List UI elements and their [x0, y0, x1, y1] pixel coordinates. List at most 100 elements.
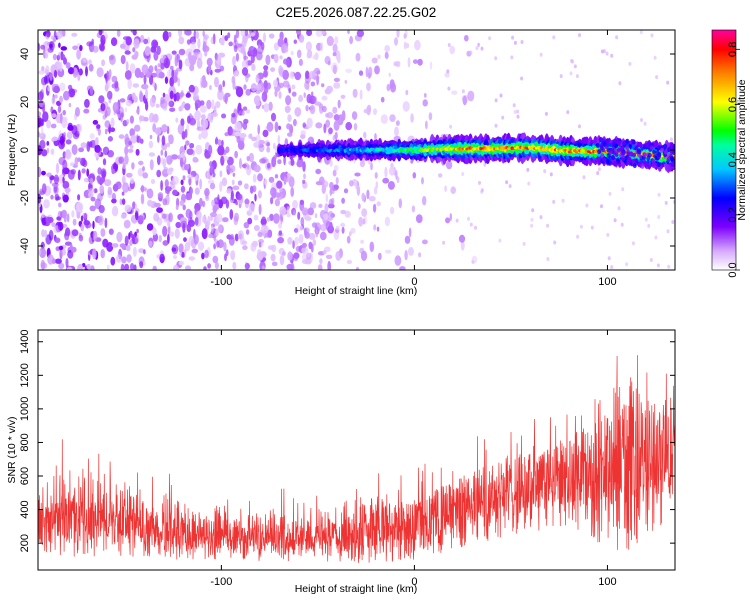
spectrogram-noise-cell: [321, 30, 326, 35]
spectrogram-noise-cell: [170, 65, 174, 70]
spectrogram-signal-cell: [656, 162, 661, 168]
spectrogram-noise-cell: [201, 228, 208, 240]
spectrogram-noise-cell: [306, 117, 313, 129]
spectrogram-noise-cell: [100, 228, 106, 237]
spectrogram-noise-cell: [314, 101, 322, 106]
spectrogram-noise-cell: [256, 83, 262, 91]
spectrogram-noise-cell: [513, 110, 517, 114]
spectrogram-noise-cell: [329, 221, 333, 231]
spectrogram-noise-cell: [302, 122, 307, 128]
spectrogram-noise-cell: [51, 222, 56, 228]
spectrogram-noise-cell: [303, 92, 306, 98]
spectrogram-noise-cell: [64, 187, 71, 193]
spectrogram-noise-cell: [553, 240, 557, 245]
spectrogram-noise-cell: [221, 34, 225, 46]
spectrogram-noise-cell: [511, 35, 515, 40]
spectrogram-noise-cell: [290, 51, 294, 56]
spectrogram-noise-cell: [226, 188, 232, 194]
spectrogram-noise-cell: [86, 168, 90, 177]
spectrogram-noise-cell: [123, 219, 131, 229]
spectrogram-noise-cell: [148, 152, 156, 157]
spectrogram-noise-cell: [58, 245, 64, 251]
spectrogram-noise-cell: [130, 263, 135, 270]
spectrogram-noise-cell: [97, 167, 102, 175]
spectrogram-noise-cell: [202, 200, 206, 208]
spectrogram-noise-cell: [373, 224, 377, 231]
spectrogram-noise-cell: [649, 258, 653, 262]
spectrogram-noise-cell: [257, 173, 263, 182]
spectrogram-signal-cell: [631, 139, 636, 145]
spectrogram-noise-cell: [104, 217, 108, 228]
spectrogram-noise-cell: [129, 239, 133, 246]
spectrogram-noise-cell: [180, 118, 185, 126]
spectrogram-noise-cell: [107, 136, 113, 142]
spectrogram-noise-cell: [318, 203, 323, 208]
y-tick-label: -40: [19, 238, 31, 254]
spectrogram-noise-cell: [206, 99, 212, 110]
spectrogram-noise-cell: [124, 145, 129, 156]
spectrogram-noise-cell: [120, 54, 126, 65]
spectrogram-noise-cell: [168, 167, 174, 172]
spectrogram-noise-cell: [125, 245, 131, 251]
spectrogram-noise-cell: [250, 83, 257, 92]
spectrogram-noise-cell: [164, 179, 169, 188]
spectrogram-noise-cell: [449, 124, 453, 129]
spectrogram-noise-cell: [129, 63, 136, 74]
spectrogram-noise-cell: [124, 107, 128, 113]
spectrogram-noise-cell: [124, 133, 129, 145]
spectrogram-noise-cell: [666, 80, 670, 85]
spectrogram-noise-cell: [63, 90, 70, 101]
spectrogram-noise-cell: [345, 68, 353, 74]
spectrogram-noise-cell: [54, 94, 58, 99]
spectrogram-noise-cell: [237, 43, 243, 48]
spectrogram-noise-cell: [126, 119, 130, 125]
colorbar-gradient: [711, 29, 737, 271]
spectrogram-noise-cell: [94, 144, 101, 153]
colorbar-tick-label: 0.2: [727, 207, 739, 222]
spectrogram-noise-cell: [267, 162, 271, 169]
spectrogram-noise-cell: [469, 50, 473, 55]
spectrogram-noise-cell: [51, 113, 57, 118]
spectrogram-noise-cell: [95, 137, 99, 147]
spectrogram-noise-cell: [57, 105, 62, 114]
spectrogram-noise-cell: [273, 54, 279, 63]
spectrogram-noise-cell: [241, 110, 245, 116]
spectrogram-noise-cell: [120, 213, 127, 219]
spectrogram-noise-cell: [273, 79, 279, 88]
spectrogram-noise-cell: [41, 149, 48, 157]
spectrogram-noise-cell: [287, 132, 293, 137]
spectrogram-noise-cell: [321, 83, 325, 88]
spectrogram-noise-cell: [118, 156, 125, 164]
spectrogram-noise-cell: [146, 188, 154, 199]
spectrogram-noise-cell: [124, 70, 132, 80]
spectrogram-noise-cell: [251, 63, 256, 71]
spectrogram-noise-cell: [480, 46, 484, 51]
spectrogram-noise-cell: [96, 124, 101, 129]
spectrogram-noise-cell: [321, 184, 326, 194]
spectrogram-noise-cell: [196, 126, 204, 131]
spectrogram-noise-cell: [494, 56, 498, 61]
spectrogram-noise-cell: [243, 222, 250, 229]
spectrogram-noise-cell: [171, 68, 175, 79]
spectrogram-noise-cell: [253, 141, 260, 148]
spectrogram-noise-cell: [111, 198, 117, 204]
spectrogram-noise-cell: [86, 263, 91, 270]
spectrogram-noise-cell: [266, 142, 271, 147]
spectrogram-noise-cell: [277, 159, 282, 165]
spectrogram-noise-cell: [125, 61, 129, 72]
spectrogram-noise-cell: [320, 42, 324, 52]
spectrogram-noise-cell: [53, 85, 60, 93]
spectrogram-noise-cell: [75, 107, 80, 117]
spectrogram-noise-cell: [237, 180, 243, 186]
spectrogram-noise-cell: [212, 33, 216, 45]
spectrogram-noise-cell: [398, 198, 402, 209]
spectrogram-noise-cell: [139, 138, 144, 144]
spectrogram-noise-cell: [410, 159, 414, 164]
spectrogram-signal-cell: [670, 162, 675, 168]
spectrogram-noise-cell: [245, 88, 251, 96]
spectrogram-noise-cell: [201, 120, 206, 130]
spectrogram-noise-cell: [162, 225, 168, 237]
spectrogram-noise-cell: [277, 237, 284, 244]
colorbar-label: Normalized spectral amplitude: [736, 79, 748, 220]
spectrogram-noise-cell: [132, 30, 137, 36]
